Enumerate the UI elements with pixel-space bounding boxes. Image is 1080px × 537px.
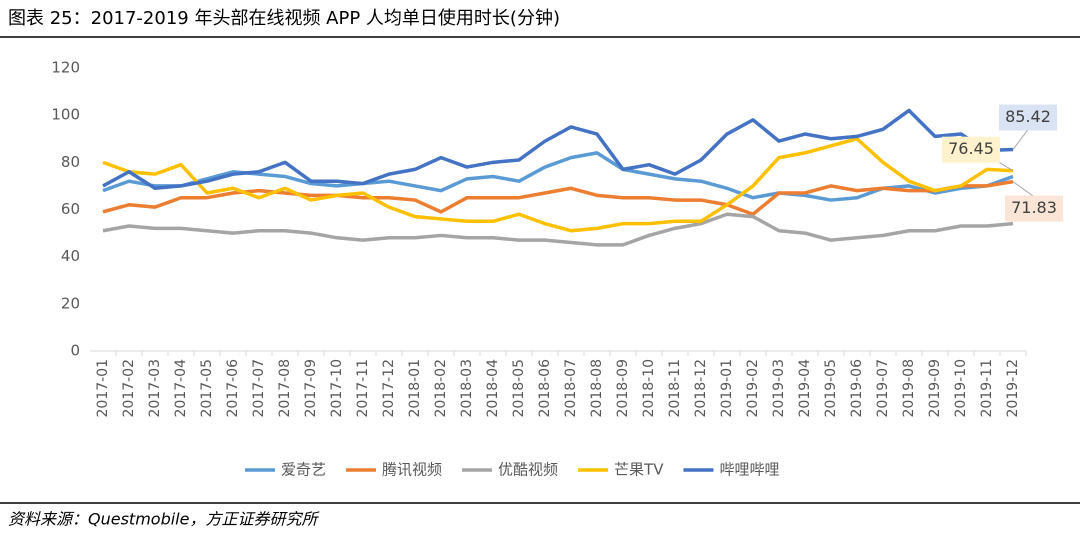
x-tick-label: 2019-06 bbox=[849, 359, 865, 418]
label-box bbox=[942, 136, 1000, 163]
legend-label: 芒果TV bbox=[614, 461, 664, 479]
x-tick-label: 2018-03 bbox=[459, 359, 475, 418]
x-tick-label: 2018-11 bbox=[667, 359, 683, 418]
x-tick-label: 2019-07 bbox=[875, 359, 891, 418]
x-tick-label: 2018-01 bbox=[407, 359, 423, 418]
y-tick-label: 120 bbox=[51, 59, 80, 77]
x-tick-label: 2019-05 bbox=[823, 359, 839, 418]
label-leader bbox=[997, 161, 1014, 172]
x-tick-label: 2019-01 bbox=[719, 359, 735, 418]
x-tick-label: 2017-12 bbox=[381, 359, 397, 418]
y-tick-label: 0 bbox=[70, 342, 80, 360]
x-tick-label: 2019-02 bbox=[745, 359, 761, 418]
series-line bbox=[102, 179, 1014, 216]
series-line bbox=[102, 137, 1014, 233]
x-tick-label: 2019-03 bbox=[771, 359, 787, 418]
source: 资料来源：Questmobile，方正证券研究所 bbox=[8, 510, 320, 529]
x-tick-label: 2017-01 bbox=[95, 359, 111, 418]
x-tick-label: 2017-06 bbox=[225, 359, 241, 418]
y-tick-label: 40 bbox=[61, 247, 80, 265]
legend-label: 优酷视频 bbox=[498, 461, 558, 479]
legend-label: 腾讯视频 bbox=[382, 461, 442, 479]
x-tick-label: 2018-04 bbox=[485, 359, 501, 418]
x-tick-label: 2018-09 bbox=[615, 359, 631, 418]
x-tick-label: 2017-03 bbox=[147, 359, 163, 418]
y-tick-label: 80 bbox=[61, 153, 80, 171]
x-tick-label: 2017-10 bbox=[329, 359, 345, 418]
chart-title: 图表 25：2017-2019 年头部在线视频 APP 人均单日使用时长(分钟) bbox=[8, 8, 560, 29]
x-tick-label: 2018-08 bbox=[589, 359, 605, 418]
x-tick-label: 2018-05 bbox=[511, 359, 527, 418]
series-line bbox=[102, 212, 1014, 247]
data-label: 71.83 bbox=[1011, 198, 1057, 217]
data-label: 76.45 bbox=[948, 139, 994, 158]
legend-label: 爱奇艺 bbox=[281, 461, 326, 479]
legend-label: 哔哩哔哩 bbox=[719, 461, 779, 479]
label-box bbox=[1005, 195, 1063, 222]
x-tick-label: 2019-04 bbox=[797, 359, 813, 418]
x-tick-label: 2017-08 bbox=[277, 359, 293, 418]
x-tick-label: 2017-04 bbox=[173, 359, 189, 418]
label-leader bbox=[1012, 181, 1035, 198]
x-tick-label: 2019-11 bbox=[979, 359, 995, 418]
x-tick-label: 2018-06 bbox=[537, 359, 553, 418]
x-tick-label: 2019-09 bbox=[927, 359, 943, 418]
x-tick-label: 2017-05 bbox=[199, 359, 215, 418]
x-tick-label: 2019-08 bbox=[901, 359, 917, 418]
x-tick-label: 2018-12 bbox=[693, 359, 709, 418]
series-line bbox=[102, 108, 1014, 191]
y-tick-label: 60 bbox=[61, 200, 80, 218]
x-tick-label: 2017-09 bbox=[303, 359, 319, 418]
x-tick-label: 2018-02 bbox=[433, 359, 449, 418]
x-tick-label: 2017-07 bbox=[251, 359, 267, 418]
data-label: 85.42 bbox=[1005, 107, 1051, 126]
label-leader bbox=[1012, 129, 1029, 150]
x-tick-label: 2018-07 bbox=[563, 359, 579, 418]
y-tick-label: 100 bbox=[51, 106, 80, 124]
x-tick-label: 2019-10 bbox=[953, 359, 969, 418]
x-tick-label: 2017-02 bbox=[121, 359, 137, 418]
y-tick-label: 20 bbox=[61, 294, 80, 312]
x-tick-label: 2018-10 bbox=[641, 359, 657, 418]
label-box bbox=[999, 104, 1057, 131]
x-tick-label: 2017-11 bbox=[355, 359, 371, 418]
x-tick-label: 2019-12 bbox=[1005, 359, 1021, 418]
